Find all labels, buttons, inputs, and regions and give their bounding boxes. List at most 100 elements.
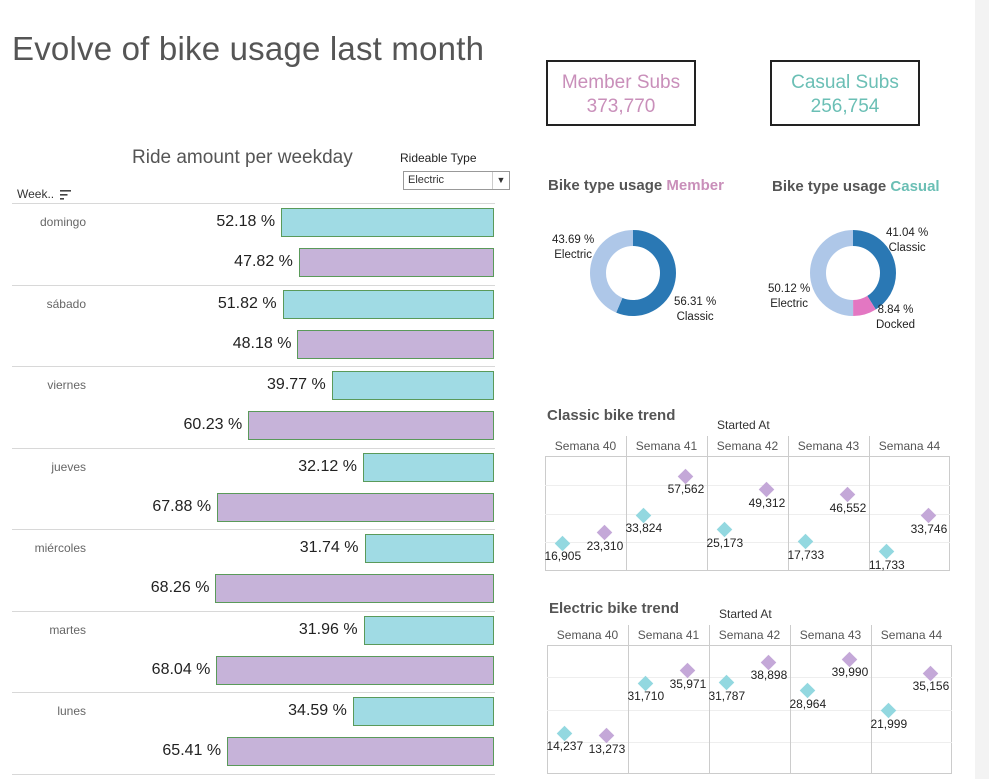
classic-started-at-label: Started At — [717, 418, 770, 432]
bar-value-label: 31.74 % — [299, 539, 359, 556]
trend-gridline — [545, 542, 950, 544]
trend-gridline — [547, 677, 952, 679]
bar-value-label: 48.18 % — [232, 334, 292, 352]
casual-subs-label: Casual Subs — [791, 72, 899, 93]
casual-bar — [217, 492, 494, 522]
trend-gridline — [547, 741, 952, 743]
weekday-label: jueves — [51, 459, 86, 474]
member-bar — [282, 289, 494, 319]
sort-icon[interactable] — [60, 190, 72, 200]
donut-slice-percent: 56.31 % — [674, 296, 717, 308]
electric-started-at-label: Started At — [719, 607, 772, 621]
group-separator — [12, 692, 495, 693]
bar-value-label: 68.04 % — [151, 660, 211, 678]
week-column-header: Semana 43 — [799, 628, 862, 642]
trend-value-label: 31,787 — [708, 688, 746, 703]
weekday-label: viernes — [47, 378, 86, 392]
trend-column-divider — [788, 436, 789, 571]
trend-gridline — [545, 513, 950, 515]
casual-bar — [297, 329, 494, 359]
member-bar — [364, 534, 494, 563]
donut-slice-label: 41.04 % Classic — [886, 226, 928, 256]
casual-bar — [215, 574, 494, 603]
member-bar — [362, 452, 494, 482]
donut-slice-label: 8.84 % Docked — [876, 303, 915, 333]
donut-slice-percent: 43.69 % — [552, 234, 595, 246]
member-bar — [281, 208, 494, 237]
week-column-header: Semana 41 — [637, 628, 700, 642]
donut-slice-electric — [590, 230, 676, 316]
bar-chart-top-rule — [12, 203, 495, 204]
week-column-header: Semana 44 — [880, 628, 943, 642]
trend-value-label: 14,237 — [546, 739, 584, 754]
member-donut-title-suffix: Member — [666, 177, 724, 194]
weekday-column-header[interactable]: Week.. — [17, 187, 55, 201]
member-bar — [331, 371, 494, 400]
casual-subs-value: 256,754 — [810, 96, 880, 117]
donut-slice-name: Classic — [676, 311, 714, 323]
bar-value-label: 60.23 % — [183, 416, 243, 433]
trend-value-label: 17,733 — [787, 547, 825, 562]
donut-slice-name: Classic — [888, 242, 926, 254]
week-column-header: Semana 42 — [716, 439, 779, 453]
trend-value-label: 39,990 — [831, 665, 869, 680]
casual-donut-chart — [810, 230, 896, 316]
trend-value-label: 16,905 — [544, 549, 582, 564]
member-donut-title-prefix: Bike type usage — [548, 177, 663, 194]
member-subs-card: Member Subs 373,770 — [546, 60, 696, 126]
rideable-type-value: Electric — [408, 174, 445, 186]
donut-slice-name: Docked — [876, 319, 915, 331]
right-edge-panel — [975, 0, 989, 779]
trend-value-label: 13,273 — [588, 741, 626, 756]
bar-value-label: 31.96 % — [298, 620, 358, 638]
rideable-type-label: Rideable Type — [400, 151, 477, 165]
classic-trend-title: Classic bike trend — [547, 407, 676, 424]
bar-value-label: 34.59 % — [288, 702, 347, 719]
week-column-header: Semana 40 — [554, 439, 617, 453]
bar-value-label: 51.82 % — [217, 294, 277, 312]
group-separator — [12, 773, 495, 775]
trend-value-label: 35,156 — [912, 679, 950, 694]
casual-donut-title-prefix: Bike type usage — [772, 178, 887, 195]
casual-donut-title-suffix: Casual — [890, 178, 940, 195]
page-title: Evolve of bike usage last month — [12, 30, 485, 67]
group-separator — [12, 366, 495, 367]
trend-value-label: 33,746 — [910, 521, 948, 536]
trend-value-label: 31,710 — [627, 689, 665, 704]
bar-value-label: 32.12 % — [298, 457, 357, 475]
bar-value-label: 52.18 % — [216, 213, 276, 230]
trend-column-divider — [626, 436, 627, 571]
casual-bar — [248, 411, 494, 440]
chevron-down-icon[interactable]: ▼ — [492, 172, 509, 189]
casual-bar — [227, 737, 494, 766]
group-separator — [12, 447, 495, 449]
weekday-label: sábado — [46, 296, 86, 311]
donut-slice-name: Electric — [770, 298, 808, 310]
electric-trend-title: Electric bike trend — [549, 600, 680, 617]
trend-column-divider — [790, 625, 791, 774]
trend-value-label: 49,312 — [748, 495, 786, 510]
trend-value-label: 28,964 — [789, 696, 827, 711]
bar-value-label: 39.77 % — [267, 376, 326, 393]
trend-value-label: 35,971 — [669, 676, 707, 691]
casual-bar — [298, 248, 494, 277]
rideable-type-dropdown[interactable]: Electric ▼ — [403, 171, 510, 190]
group-separator — [12, 610, 495, 612]
casual-bar — [216, 655, 494, 685]
bar-value-label: 47.82 % — [234, 253, 293, 270]
donut-slice-name: Electric — [554, 249, 592, 261]
donut-slice-label: 43.69 % Electric — [552, 233, 594, 263]
group-separator — [12, 284, 495, 286]
trend-gridline — [545, 484, 950, 486]
trend-value-label: 38,898 — [750, 668, 788, 683]
donut-slice-label: 56.31 % Classic — [674, 295, 716, 325]
bar-value-label: 65.41 % — [162, 742, 222, 759]
member-subs-label: Member Subs — [561, 72, 681, 93]
donut-slice-percent: 41.04 % — [886, 227, 929, 239]
week-column-header: Semana 40 — [556, 628, 619, 642]
weekday-label: miércoles — [34, 541, 86, 555]
group-separator — [12, 529, 495, 530]
week-column-header: Semana 42 — [718, 628, 781, 642]
casual-donut-title: Bike type usage Casual — [772, 178, 940, 195]
donut-slice-percent: 50.12 % — [768, 283, 811, 295]
